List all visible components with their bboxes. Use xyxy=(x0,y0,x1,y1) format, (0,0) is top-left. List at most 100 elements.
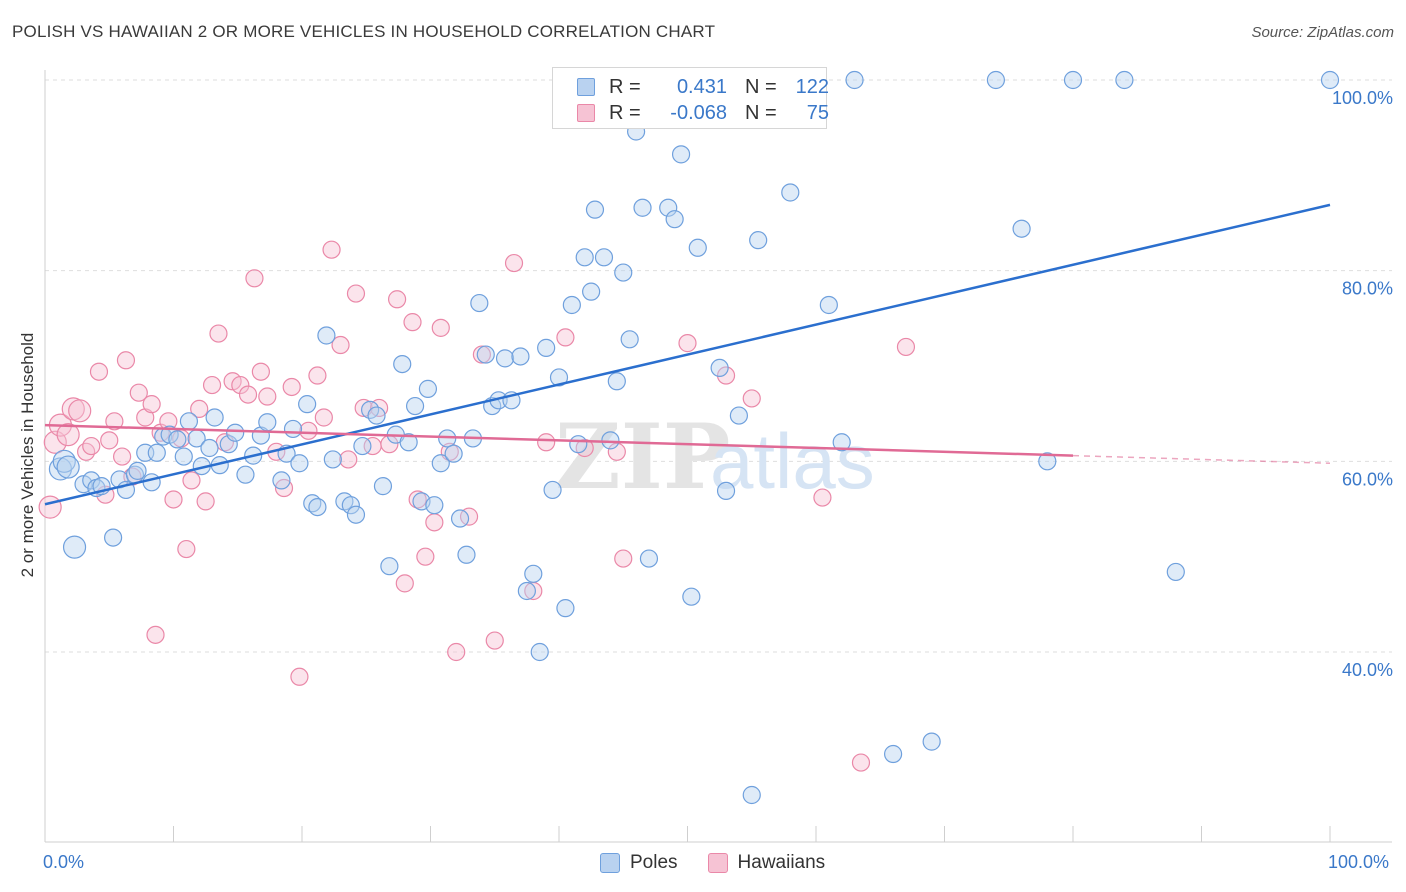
hawaiians-point-57 xyxy=(431,318,450,337)
series-legend: Poles Hawaiians xyxy=(600,852,855,874)
hawaiians-point-35 xyxy=(258,387,277,406)
hawaiians-point-39 xyxy=(290,667,309,686)
hawaiians-r-value: -0.068 xyxy=(670,101,727,124)
legend-poles-swatch xyxy=(600,853,620,873)
poles-point-48 xyxy=(380,557,399,576)
poles-point-47 xyxy=(373,477,393,496)
poles-point-39 xyxy=(317,326,336,345)
poles-point-63 xyxy=(476,345,495,364)
poles-point-80 xyxy=(585,200,605,219)
poles-point-60 xyxy=(457,545,476,564)
legend-item-poles[interactable]: Poles xyxy=(600,852,678,874)
hawaiians-point-62 xyxy=(485,631,504,650)
hawaiians-point-32 xyxy=(238,385,258,404)
poles-point-14 xyxy=(142,473,161,492)
poles-point-50 xyxy=(393,354,412,374)
legend-hawaiians-swatch xyxy=(707,853,728,873)
chart-title: POLISH VS HAWAIIAN 2 OR MORE VEHICLES IN… xyxy=(12,22,716,41)
hawaiians-point-70 xyxy=(678,334,697,353)
poles-point-43 xyxy=(346,505,366,524)
poles-point-56 xyxy=(431,454,450,473)
hawaiians-point-11 xyxy=(105,412,124,431)
poles-point-19 xyxy=(174,447,193,466)
hawaiians-point-65 xyxy=(537,433,556,452)
poles-point-71 xyxy=(530,642,549,662)
hawaiians-point-34 xyxy=(251,362,270,381)
y-tick-labels: 40.0% 60.0% 80.0% 100.0% xyxy=(1332,88,1393,680)
poles-point-88 xyxy=(639,549,659,568)
poles-point-8 xyxy=(104,528,123,547)
hawaiians-point-69 xyxy=(614,549,633,568)
hawaiians-point-38 xyxy=(282,377,301,397)
hawaiians-point-73 xyxy=(813,488,832,507)
legend-row-poles: R = 0.431 N = 122 xyxy=(577,76,829,98)
poles-point-108 xyxy=(986,70,1006,90)
poles-point-97 xyxy=(716,481,736,500)
poles-point-83 xyxy=(607,372,626,391)
hawaiians-trend-line xyxy=(44,423,1074,457)
hawaiians-point-41 xyxy=(308,366,327,385)
hawaiians-point-42 xyxy=(314,408,333,427)
hawaiians-point-5 xyxy=(68,399,92,423)
hawaiians-point-59 xyxy=(447,642,466,662)
poles-point-77 xyxy=(569,435,588,454)
poles-point-68 xyxy=(511,347,530,366)
hawaiians-point-24 xyxy=(182,471,201,490)
hawaiians-point-56 xyxy=(425,513,444,532)
hawaiians-point-8 xyxy=(89,362,109,381)
poles-point-66 xyxy=(495,349,515,368)
poles-swatch xyxy=(577,78,595,96)
poles-point-78 xyxy=(575,248,594,267)
hawaiians-point-23 xyxy=(177,539,196,559)
poles-point-42 xyxy=(341,496,360,515)
poles-point-46 xyxy=(367,406,386,425)
hawaiians-point-26 xyxy=(196,492,215,511)
poles-n-value: 122 xyxy=(795,75,829,98)
axes xyxy=(44,70,1392,843)
poles-point-52 xyxy=(405,396,425,416)
hawaiians-point-45 xyxy=(339,450,358,469)
poles-point-79 xyxy=(582,282,601,301)
poles-point-92 xyxy=(665,210,684,229)
poles-point-15 xyxy=(147,443,166,462)
hawaiians-point-43 xyxy=(322,240,341,259)
poles-point-40 xyxy=(323,450,342,469)
hawaiians-point-61 xyxy=(472,345,491,364)
poles-point-72 xyxy=(537,338,556,357)
watermark-atlas: atlas xyxy=(710,417,875,505)
series-hawaiians-points xyxy=(38,240,916,772)
poles-point-62 xyxy=(470,293,489,313)
x-tick-label-max: 100.0% xyxy=(1328,852,1390,872)
hawaiians-r-label: R = xyxy=(609,101,641,124)
hawaiians-point-27 xyxy=(202,375,222,395)
poles-point-81 xyxy=(594,248,614,267)
poles-point-75 xyxy=(556,599,575,618)
poles-r-value: 0.431 xyxy=(676,75,727,98)
y-tick-label-40: 40.0% xyxy=(1342,660,1393,680)
poles-point-23 xyxy=(200,438,219,458)
hawaiians-point-44 xyxy=(331,335,350,355)
legend-item-hawaiians[interactable]: Hawaiians xyxy=(707,852,825,874)
poles-point-28 xyxy=(236,465,255,484)
poles-point-34 xyxy=(283,419,303,439)
poles-trend-line xyxy=(44,203,1331,506)
poles-point-59 xyxy=(450,509,470,528)
poles-point-91 xyxy=(659,198,678,217)
hawaiians-point-52 xyxy=(395,574,414,593)
poles-point-55 xyxy=(425,496,444,515)
poles-point-105 xyxy=(845,70,864,90)
poles-point-51 xyxy=(399,433,418,452)
poles-point-20 xyxy=(179,412,199,431)
poles-point-87 xyxy=(633,198,652,217)
legend-poles-label: Poles xyxy=(630,852,678,873)
poles-point-101 xyxy=(749,231,768,250)
poles-point-2 xyxy=(56,455,80,479)
poles-n-label: N = xyxy=(745,75,777,98)
legend-row-hawaiians: R = -0.068 N = 75 xyxy=(577,102,829,124)
hawaiians-point-3 xyxy=(56,423,80,447)
hawaiians-point-66 xyxy=(556,328,575,347)
poles-point-54 xyxy=(418,379,438,398)
gridlines xyxy=(45,79,1392,653)
poles-point-84 xyxy=(614,263,633,282)
